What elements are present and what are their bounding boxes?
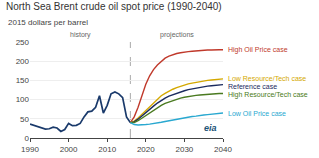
svg-text:High Oil Price case: High Oil Price case — [228, 46, 288, 54]
svg-text:High Resource/Tech case: High Resource/Tech case — [228, 91, 308, 99]
svg-text:100: 100 — [16, 95, 30, 104]
svg-text:2015 dollars per barrel: 2015 dollars per barrel — [8, 18, 88, 27]
svg-text:projections: projections — [160, 31, 194, 39]
svg-text:Low Oil Price case: Low Oil Price case — [228, 110, 286, 117]
svg-text:2030: 2030 — [176, 145, 194, 154]
svg-text:1990: 1990 — [21, 145, 39, 154]
svg-text:0: 0 — [25, 134, 30, 143]
svg-text:2010: 2010 — [98, 145, 116, 154]
svg-text:250: 250 — [16, 38, 30, 47]
svg-text:50: 50 — [20, 115, 29, 124]
svg-text:2000: 2000 — [60, 145, 78, 154]
svg-text:Reference case: Reference case — [228, 83, 277, 90]
svg-text:150: 150 — [16, 76, 30, 85]
svg-text:2040: 2040 — [214, 145, 232, 154]
svg-text:eia: eia — [204, 123, 217, 133]
svg-text:2020: 2020 — [137, 145, 155, 154]
svg-text:Low Resource/Tech case: Low Resource/Tech case — [228, 75, 306, 82]
svg-text:history: history — [70, 31, 91, 39]
svg-text:200: 200 — [16, 57, 30, 66]
svg-text:North Sea Brent crude oil spot: North Sea Brent crude oil spot price (19… — [6, 1, 222, 12]
